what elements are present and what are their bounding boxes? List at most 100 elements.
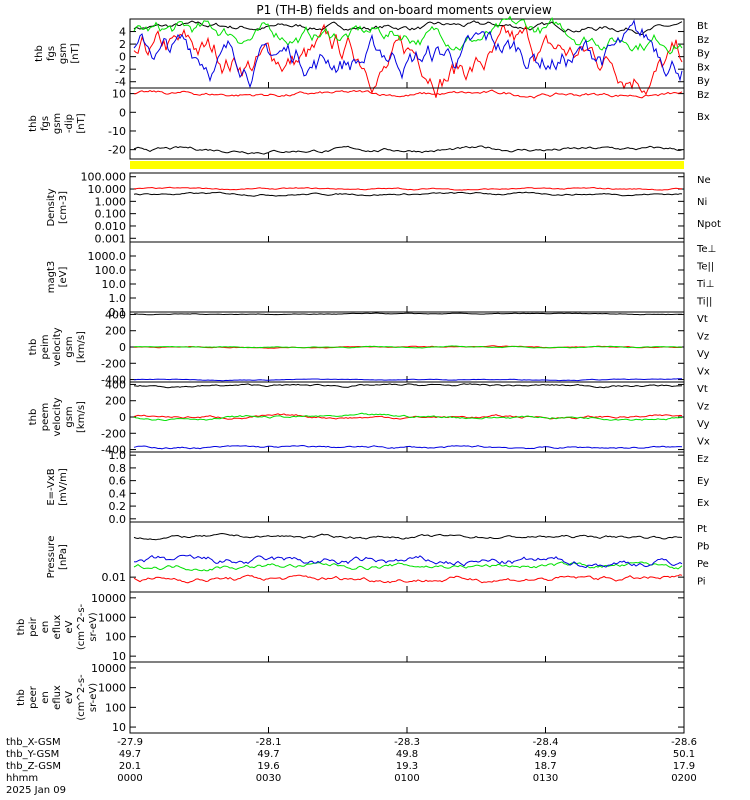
ylabel-line: [nT] (76, 113, 87, 133)
ylabel-line: gsm (64, 336, 75, 357)
legend-Vx: Vx (697, 367, 710, 378)
xaxis-value: -28.3 (394, 737, 420, 748)
legend-Vy: Vy (697, 419, 710, 430)
ylabel-line: E=-VxB (46, 468, 57, 505)
ylabel-line: thb (28, 339, 39, 356)
legend-Pb: Pb (697, 542, 709, 553)
ytick-label: -400 (101, 374, 126, 387)
panel-3: 1000.0100.010.01.00.1 magt3 [eV] Te⊥ Te|| Ti⊥… (46, 241, 716, 319)
ytick-label: 0.6 (109, 475, 127, 488)
xaxis-value: 19.6 (257, 761, 279, 772)
ylabel-line: peir (28, 616, 39, 636)
xaxis-row-label: thb_Y-GSM (6, 749, 59, 760)
ytick-label: -10 (108, 125, 126, 138)
ytick-label: 400 (105, 378, 126, 391)
legend-Ex: Ex (697, 498, 709, 509)
series-line-Ni (133, 191, 683, 197)
legend-Ti||: Ti|| (696, 297, 712, 308)
series-line-Bz (133, 89, 683, 99)
xaxis-value: 18.7 (534, 761, 556, 772)
ytick-label: -4 (115, 76, 126, 89)
xaxis-value: -27.9 (117, 737, 143, 748)
xaxis-value: 0100 (394, 773, 419, 784)
ytick-label: 400 (105, 308, 126, 321)
panel-frame (129, 661, 685, 734)
panel-frame (129, 87, 685, 160)
ylabel-line: peim (40, 334, 51, 359)
ytick-label: 1.0 (109, 449, 127, 462)
series-line-Vx (133, 444, 683, 450)
ytick-label: 0.01 (102, 571, 127, 584)
ylabel-line: thb (16, 689, 27, 706)
legend-Vt: Vt (697, 314, 708, 325)
ytick-label: 1.0 (109, 292, 127, 305)
series-line-Vt (133, 383, 683, 389)
ytick-label: 100.0 (95, 264, 127, 277)
ylabel-line: en (40, 621, 51, 634)
series-line-Vy (133, 345, 683, 349)
ytick-label: 0 (119, 411, 126, 424)
ylabel-line: (cm^2-s- (76, 603, 87, 650)
panel-1: 10 0 -10 -20 thb fgs gsm -dip [nT] Bz Bx (28, 87, 710, 160)
ylabel-line: thb (34, 45, 45, 62)
series-line-Vz (133, 413, 683, 420)
ytick-label: 0.001 (95, 232, 127, 245)
legend-Bt: Bt (697, 21, 708, 32)
plot-title: P1 (TH-B) fields and on-board moments ov… (256, 3, 552, 17)
ylabel-line: eV (64, 691, 75, 704)
legend-Vz: Vz (697, 332, 709, 343)
ytick-label: 100.000 (81, 171, 127, 184)
ytick-label: 100 (105, 701, 126, 714)
ylabel-line: en (40, 691, 51, 704)
series-line-Pi (133, 554, 683, 569)
series-line-Bt (133, 20, 683, 36)
ylabel-line: sr-eV) (88, 683, 99, 712)
ylabel-line: thb (28, 409, 39, 426)
series-line-By (133, 15, 683, 55)
legend-Ey: Ey (697, 476, 709, 487)
series-line-Ne (134, 186, 683, 191)
xaxis-value: 0130 (533, 773, 558, 784)
ylabel-line: eflux (52, 685, 63, 710)
panel-6: 1.00.80.60.40.20.0 E=-VxB [mV/m] Ez Ey Ex (46, 449, 709, 526)
panel-8: 10000 1000 100 10 thb peir en eflux eV (cm^2-s-sr… (16, 591, 685, 663)
ytick-label: 10.0 (102, 278, 127, 291)
ylabel-line: eflux (52, 615, 63, 640)
ytick-label: 0.8 (109, 462, 127, 475)
ylabel-line: [eV] (58, 267, 69, 288)
ylabel-line: [km/s] (76, 331, 87, 363)
series-line-Vt (133, 312, 682, 316)
legend-Te||: Te|| (696, 262, 714, 273)
ytick-label: 10000 (91, 592, 126, 605)
ytick-label: 10 (112, 721, 126, 734)
xaxis-value: 49.8 (396, 749, 418, 760)
ytick-label: 0.1 (109, 306, 127, 319)
ytick-label: -2 (115, 63, 126, 76)
legend-Vx: Vx (697, 437, 710, 448)
ytick-label: 100 (105, 631, 126, 644)
ytick-label: 0 (119, 341, 126, 354)
ylabel-line: gsm (64, 406, 75, 427)
legend-By: By (697, 76, 710, 87)
legend-Bz: Bz (697, 90, 709, 101)
ylabel-line: eV (64, 620, 75, 633)
ylabel-line: [mV/m] (58, 468, 69, 506)
legend-Ni: Ni (697, 197, 707, 208)
ytick-label: 10 (112, 88, 126, 101)
series-line-Bz (133, 23, 683, 98)
xaxis-row-label: thb_Z-GSM (6, 761, 61, 772)
xaxis-value: -28.4 (533, 737, 559, 748)
legend-Ti⊥: Ti⊥ (696, 279, 714, 290)
ytick-label: 1.000 (95, 195, 127, 208)
legend-Pi: Pi (697, 577, 706, 588)
ytick-label: -200 (101, 427, 126, 440)
ytick-label: -200 (101, 357, 126, 370)
legend-Vy: Vy (697, 349, 710, 360)
legend-By: By (697, 49, 710, 60)
series-line-Pe (133, 561, 683, 572)
legend-Ez: Ez (697, 454, 709, 465)
ylabel-line: gsm (58, 43, 69, 64)
ylabel-line: peer (28, 685, 39, 709)
ylabel-line: [km/s] (76, 401, 87, 433)
